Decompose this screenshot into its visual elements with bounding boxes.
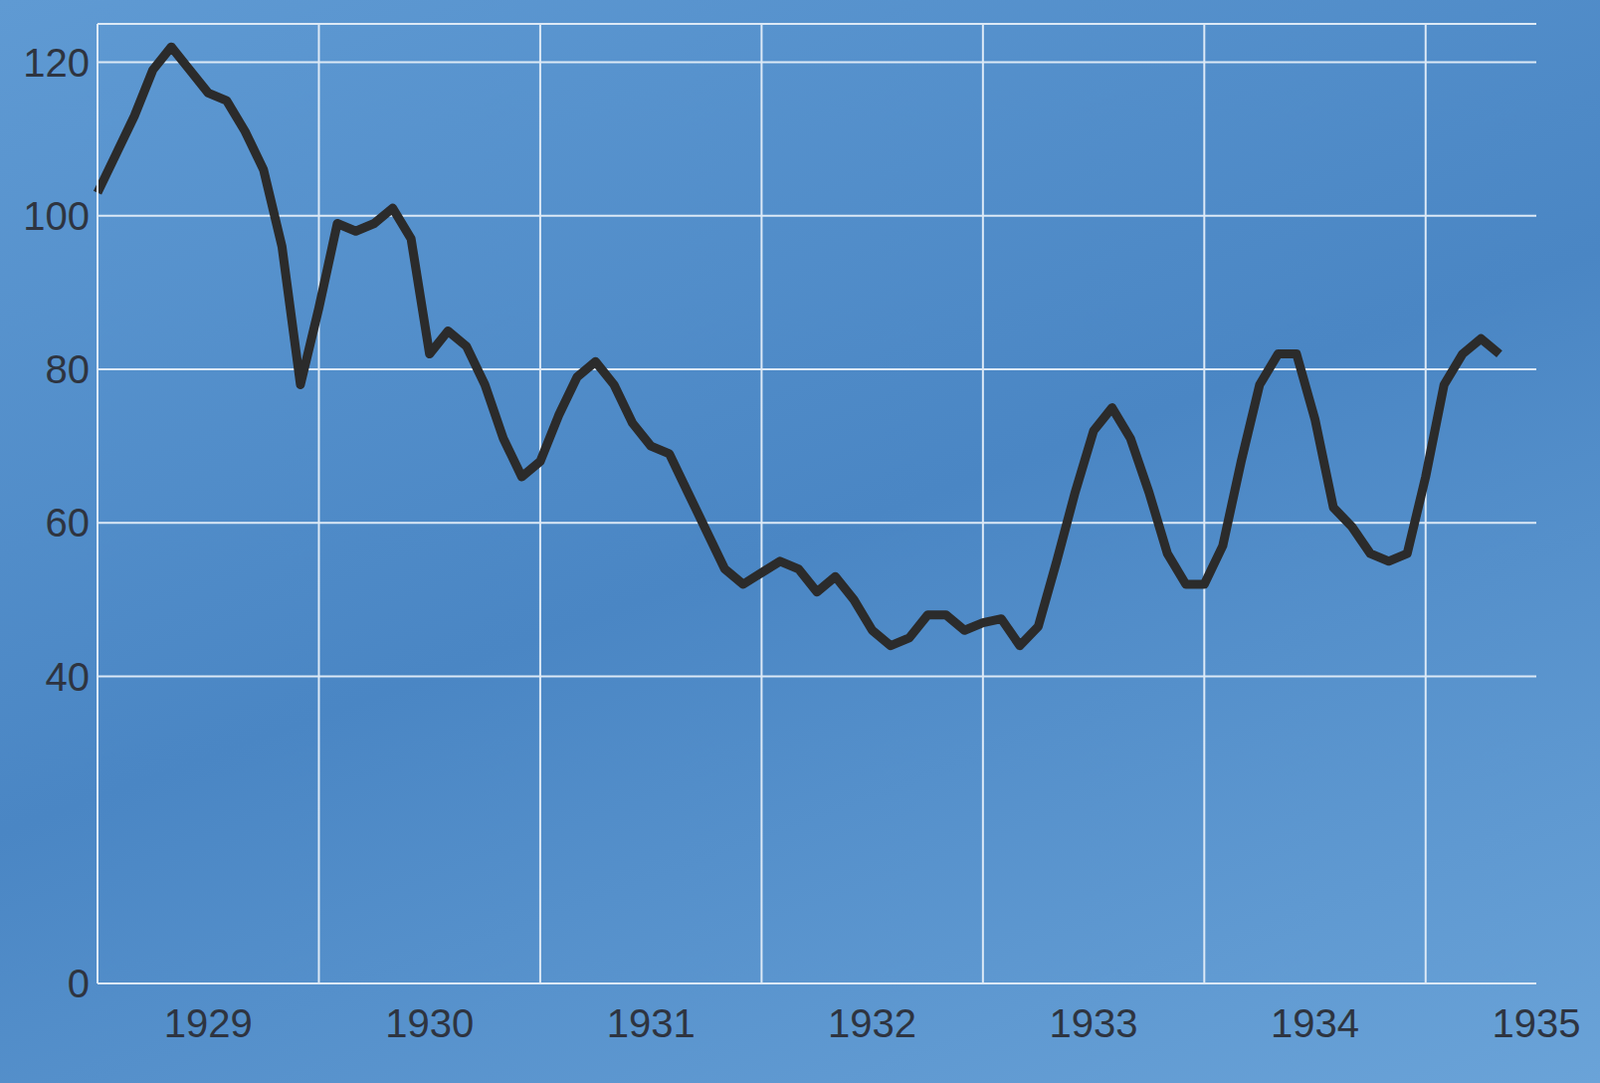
- svg-text:1933: 1933: [1049, 1000, 1139, 1045]
- svg-text:1932: 1932: [827, 1000, 917, 1045]
- svg-text:60: 60: [45, 500, 91, 545]
- svg-text:80: 80: [45, 347, 91, 392]
- svg-text:1934: 1934: [1270, 1000, 1360, 1045]
- svg-text:1931: 1931: [606, 1000, 696, 1045]
- svg-text:1935: 1935: [1492, 1000, 1582, 1045]
- svg-text:40: 40: [45, 654, 91, 699]
- svg-text:1929: 1929: [164, 1000, 253, 1045]
- svg-text:0: 0: [67, 961, 90, 1005]
- svg-text:120: 120: [22, 40, 90, 85]
- svg-text:100: 100: [22, 194, 90, 238]
- svg-text:1930: 1930: [385, 1000, 474, 1045]
